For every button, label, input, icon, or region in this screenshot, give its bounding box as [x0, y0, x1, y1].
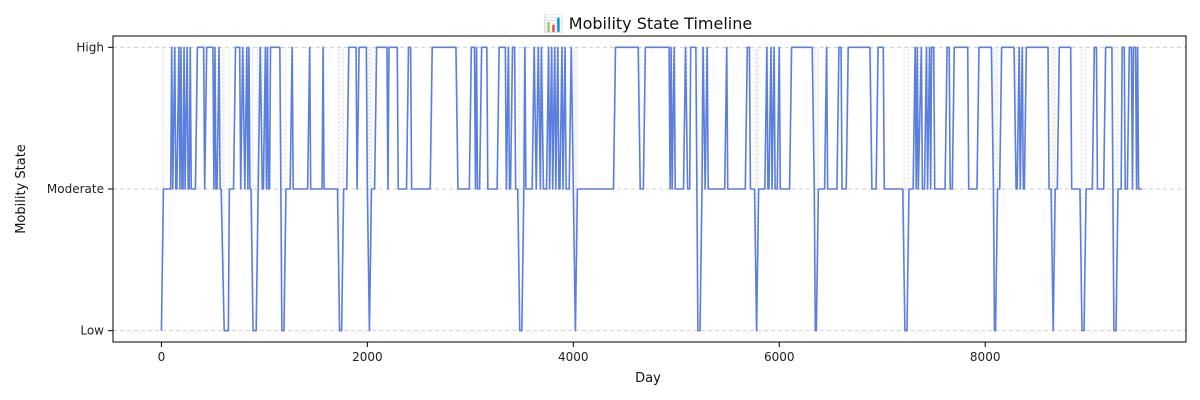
x-tick-label: 2000 — [352, 350, 383, 364]
y-axis-title: Mobility State — [14, 144, 29, 234]
x-axis-ticks: 0 2000 4000 6000 8000 — [158, 342, 1001, 364]
x-tick-label: 0 — [158, 350, 166, 364]
x-axis-title: Day — [635, 371, 661, 386]
chart-title: 📊 Mobility State Timeline — [544, 14, 752, 33]
x-tick-label: 6000 — [764, 350, 795, 364]
x-tick-label: 8000 — [970, 350, 1001, 364]
series-layer — [160, 46, 1142, 332]
x-tick-label: 4000 — [558, 350, 589, 364]
y-axis-ticks: Low Moderate High — [47, 40, 113, 338]
y-tick-label: High — [76, 40, 104, 54]
y-tick-label: Moderate — [47, 182, 104, 196]
mobility-state-line — [160, 46, 1142, 332]
y-tick-label: Low — [80, 324, 104, 338]
